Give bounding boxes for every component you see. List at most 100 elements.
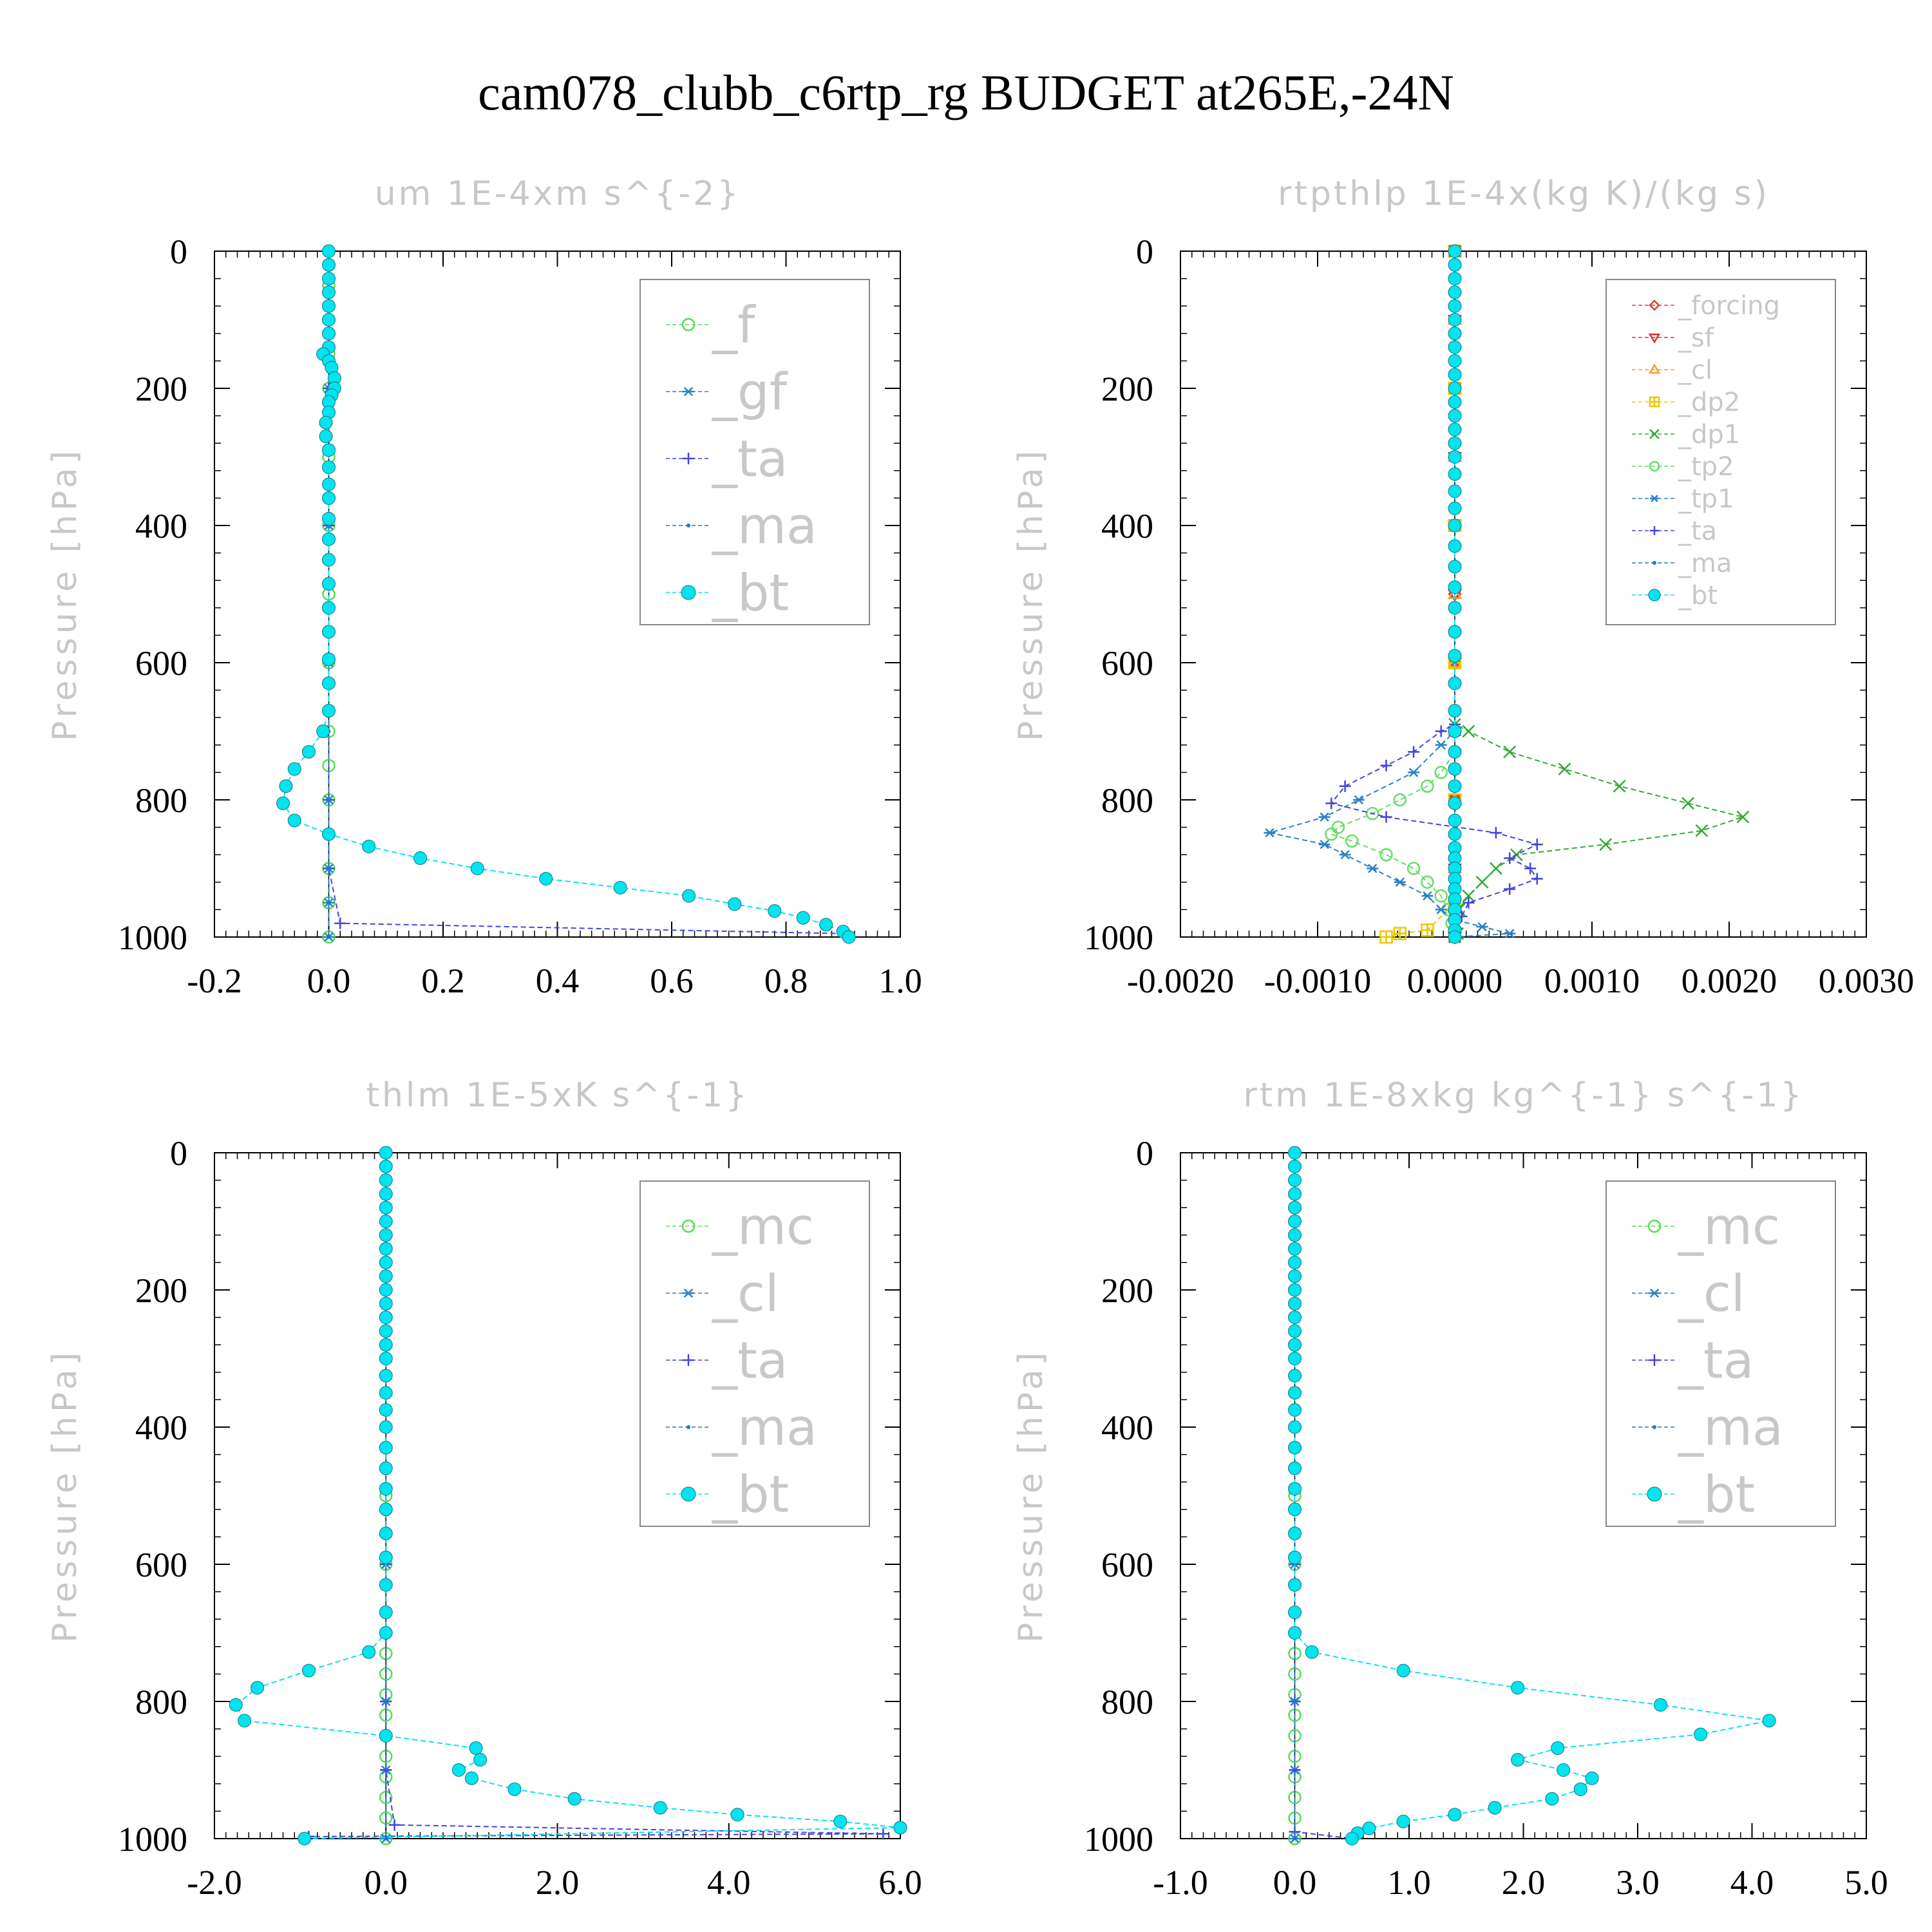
data-point (1448, 368, 1462, 382)
data-point (1435, 905, 1447, 914)
legend-marker (1648, 333, 1661, 344)
data-point (1288, 1420, 1302, 1434)
data-point (384, 1700, 388, 1703)
data-point (507, 1782, 522, 1796)
data-point (1694, 1727, 1708, 1741)
data-point (1504, 852, 1516, 864)
data-point (1421, 875, 1434, 889)
data-point (1288, 1550, 1302, 1564)
data-point (1681, 797, 1694, 810)
series-bt (276, 244, 856, 944)
data-point (379, 1255, 393, 1269)
legend-label: _forcing (1678, 291, 1780, 321)
data-point (1654, 1698, 1667, 1712)
data-point (1288, 1526, 1302, 1540)
data-point (1288, 1173, 1302, 1188)
data-point (1367, 864, 1379, 873)
legend: _forcing_sf_cl _dp2 _dp1_tp2_tp1_ta _ma _bt (1605, 279, 1836, 625)
y-tick-label: 600 (135, 644, 187, 683)
data-point (653, 1801, 667, 1815)
data-point (1288, 1296, 1302, 1311)
data-point (379, 1502, 393, 1517)
legend-label: _bt (712, 564, 789, 622)
data-point (1613, 779, 1626, 793)
data-point (1448, 724, 1462, 738)
legend-box (639, 279, 870, 625)
x-tick-label: -2.0 (187, 1863, 242, 1902)
data-point (1362, 1821, 1376, 1835)
data-point (1288, 1255, 1302, 1269)
chart-panel-1: -0.2 0.0 0.2 0.4 0.6 0.8 1.0 0 200 400 600 800 1000 u… (46, 175, 922, 1000)
data-point (379, 1159, 393, 1173)
data-point (1573, 1782, 1587, 1796)
legend-marker (681, 317, 696, 332)
data-point (1504, 929, 1516, 938)
legend: _f _gf _ta _ma _bt (639, 279, 870, 625)
y-tick-label: 400 (135, 1408, 187, 1447)
series-line (1330, 251, 1539, 937)
data-point (1345, 1832, 1359, 1846)
legend-label: _ta (712, 430, 788, 488)
data-point (316, 724, 330, 738)
data-point (1345, 834, 1359, 848)
series-bt (1288, 1146, 1776, 1846)
data-point (1318, 812, 1331, 822)
data-point (1448, 676, 1462, 690)
series-line (282, 251, 849, 938)
y-tick-label: 600 (1101, 644, 1153, 683)
data-point (1305, 1645, 1319, 1659)
data-point (1379, 848, 1393, 862)
data-point (322, 491, 336, 505)
data-point (567, 1792, 582, 1806)
legend-marker (683, 386, 694, 397)
y-tick-label: 200 (1101, 1271, 1153, 1310)
data-point (728, 897, 742, 911)
data-point (1531, 873, 1543, 885)
y-tick-label: 400 (1101, 507, 1153, 545)
data-point (1288, 1146, 1302, 1160)
data-point (1288, 1482, 1302, 1496)
data-point (1264, 828, 1276, 838)
data-point (379, 1228, 393, 1242)
data-point (1736, 810, 1750, 824)
data-point (1463, 896, 1475, 909)
x-tick-label: -1.0 (1153, 1863, 1208, 1902)
data-point (322, 704, 336, 718)
data-point (1490, 862, 1502, 875)
data-point (1288, 1215, 1302, 1228)
data-point (379, 1461, 393, 1475)
data-point (301, 744, 316, 759)
legend-box (639, 1180, 870, 1527)
data-point (1448, 244, 1462, 258)
legend-label: _ta (712, 1332, 788, 1390)
x-tick-label: 0.2 (421, 961, 465, 1000)
series-line (1330, 251, 1455, 938)
x-tick-label: 0.0 (1273, 1863, 1317, 1902)
data-point (796, 911, 810, 925)
x-tick-label: 6.0 (878, 1863, 922, 1902)
legend-label: _bt (1678, 581, 1718, 611)
data-point (1531, 838, 1543, 851)
panel-title: rtpthlp 1E-4x(kg K)/(kg s) (1278, 175, 1770, 213)
legend-label: _cl (712, 1265, 779, 1323)
data-point (322, 553, 336, 567)
data-point (613, 880, 627, 895)
data-point (322, 272, 336, 286)
data-point (1435, 725, 1447, 737)
y-axis-label: Pressure [hPa] (1012, 1349, 1050, 1643)
x-tick-label: 0.0 (307, 961, 351, 1000)
legend-marker (681, 1219, 696, 1233)
legend-marker (1653, 1425, 1656, 1429)
data-point (287, 813, 301, 828)
data-point (1448, 450, 1462, 464)
data-point (379, 1403, 393, 1417)
data-point (1476, 922, 1488, 932)
data-point (379, 1311, 393, 1325)
y-tick-label: 600 (135, 1546, 187, 1584)
y-tick-label: 200 (1101, 370, 1153, 408)
data-point (322, 285, 336, 299)
data-point (287, 762, 301, 776)
data-point (322, 601, 336, 615)
legend-label: _bt (712, 1466, 789, 1524)
